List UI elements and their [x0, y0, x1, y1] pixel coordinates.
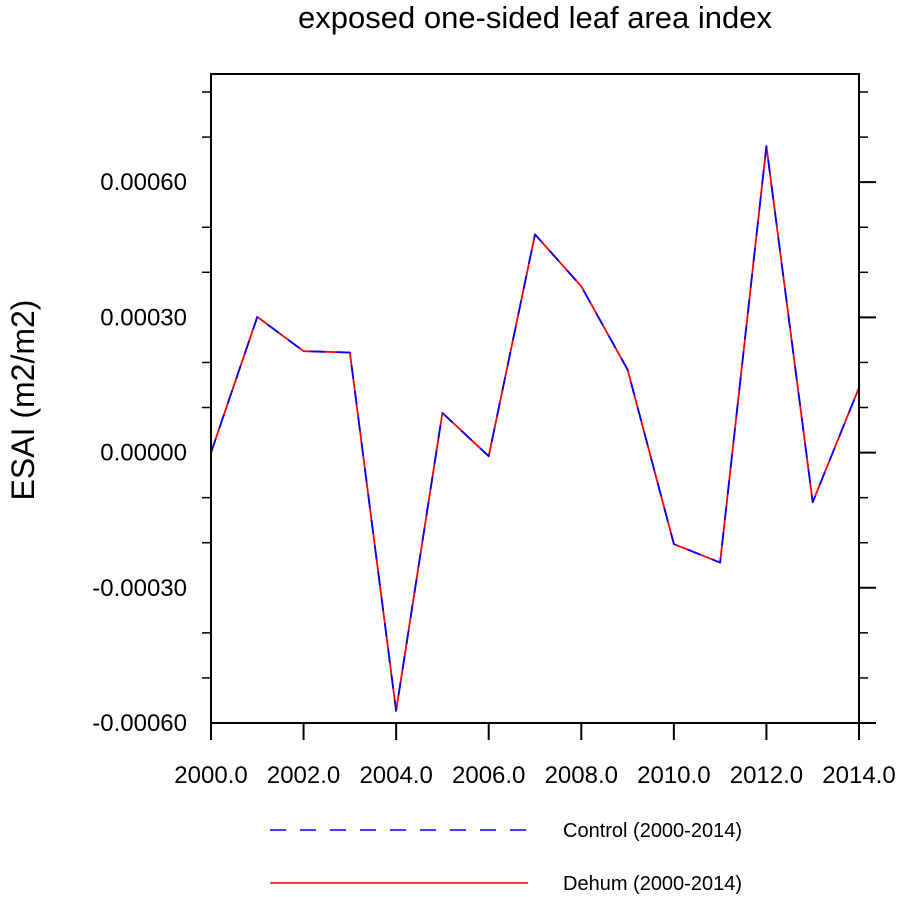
chart-title: exposed one-sided leaf area index	[298, 0, 772, 35]
y-axis-label: ESAI (m2/m2)	[5, 300, 41, 501]
legend-label: Dehum (2000-2014)	[563, 873, 742, 895]
x-tick-label: 2000.0	[174, 762, 247, 789]
series-lines	[210, 145, 860, 712]
y-tick-label: 0.00030	[100, 304, 187, 331]
y-tick-label: -0.00030	[92, 575, 187, 602]
y-tick-label: 0.00000	[100, 440, 187, 467]
x-tick-label: 2006.0	[452, 762, 525, 789]
x-tick-label: 2004.0	[359, 762, 432, 789]
tick-labels: -0.00060 -0.00030 0.00000 0.00030 0.00060 200…	[92, 169, 895, 789]
y-tick-label: -0.00060	[92, 710, 187, 737]
series-line-control	[210, 145, 860, 712]
legend-label: Control (2000-2014)	[563, 820, 742, 842]
y-tick-label: 0.00060	[100, 169, 187, 196]
series-line-dehum	[210, 145, 860, 712]
x-tick-label: 2002.0	[267, 762, 340, 789]
x-tick-label: 2010.0	[637, 762, 710, 789]
x-tick-label: 2014.0	[822, 762, 895, 789]
x-tick-label: 2008.0	[545, 762, 618, 789]
axis-ticks	[202, 74, 876, 740]
plot-frame	[210, 73, 860, 724]
x-tick-label: 2012.0	[730, 762, 803, 789]
legend: Control (2000-2014) Dehum (2000-2014)	[270, 820, 742, 895]
